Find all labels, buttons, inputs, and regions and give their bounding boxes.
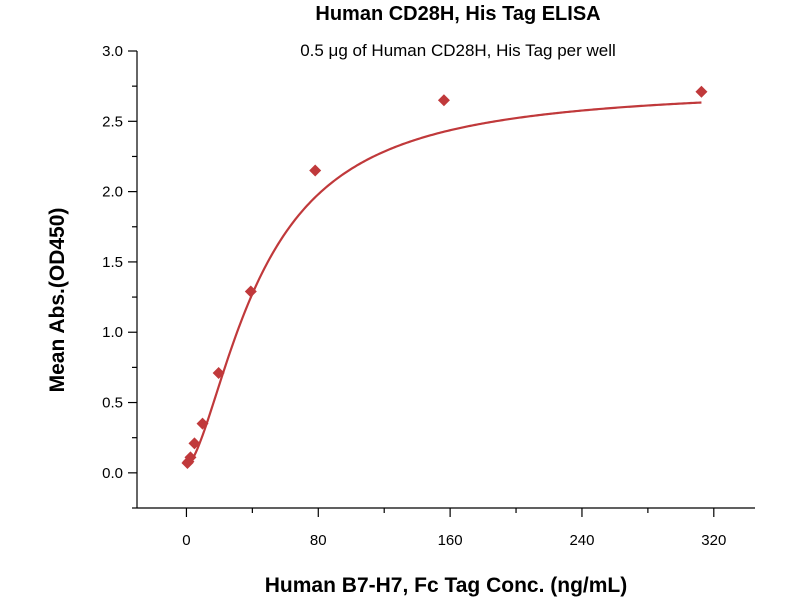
x-tick-label: 0 (182, 532, 190, 549)
axes (136, 51, 755, 509)
y-tick-label: 1.0 (102, 324, 123, 341)
y-tick-label: 1.5 (102, 254, 123, 271)
data-point (196, 417, 209, 430)
x-axis-ticks: 0 80 160 240 320 (182, 508, 726, 549)
x-tick-label: 160 (438, 532, 463, 549)
data-point (188, 437, 201, 450)
y-tick-label: 3.0 (102, 43, 123, 60)
x-tick-label: 80 (310, 532, 327, 549)
data-points (181, 85, 708, 470)
fit-curve-layer (186, 101, 702, 467)
y-tick-label: 0.5 (102, 395, 123, 412)
data-point (695, 85, 708, 98)
x-tick-label: 240 (569, 532, 594, 549)
y-tick-label: 2.5 (102, 113, 123, 130)
y-axis-ticks: 0.0 0.5 1.0 1.5 2.0 2.5 3.0 (102, 43, 137, 509)
y-tick-label: 0.0 (102, 465, 123, 482)
chart-subtitle: 0.5 μg of Human CD28H, His Tag per well (300, 41, 616, 60)
x-axis-label: Human B7-H7, Fc Tag Conc. (ng/mL) (265, 574, 627, 597)
fit-curve (186, 101, 702, 467)
chart-title: Human CD28H, His Tag ELISA (315, 3, 600, 25)
data-point (244, 285, 257, 298)
data-point (184, 451, 197, 464)
x-tick-label: 320 (701, 532, 726, 549)
y-tick-label: 2.0 (102, 184, 123, 201)
y-axis-label: Mean Abs.(OD450) (46, 208, 69, 393)
data-point (212, 367, 225, 380)
data-point (309, 164, 322, 177)
data-point (437, 94, 450, 107)
